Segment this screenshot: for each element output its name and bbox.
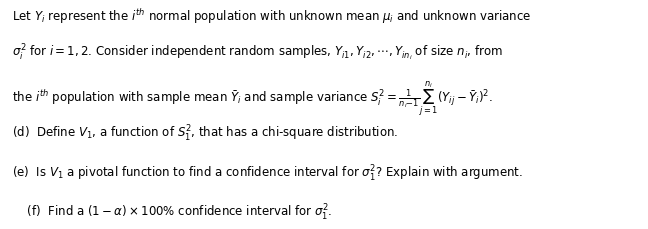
Text: the $i^{th}$ population with sample mean $\bar{Y}_i$ and sample variance $S_i^2 : the $i^{th}$ population with sample mean… xyxy=(12,79,492,118)
Text: (d)  Define $V_1$, a function of $S_1^2$, that has a chi-square distribution.: (d) Define $V_1$, a function of $S_1^2$,… xyxy=(12,124,398,144)
Text: (e)  Is $V_1$ a pivotal function to find a confidence interval for $\sigma_1^{2}: (e) Is $V_1$ a pivotal function to find … xyxy=(12,164,523,184)
Text: Let $Y_i$ represent the $i^{th}$ normal population with unknown mean $\mu_i$ and: Let $Y_i$ represent the $i^{th}$ normal … xyxy=(12,7,531,26)
Text: (f)  Find a $(1 - \alpha) \times 100\%$ confidence interval for $\sigma_1^2$.: (f) Find a $(1 - \alpha) \times 100\%$ c… xyxy=(12,203,332,223)
Text: $\sigma_i^2$ for $i = 1, 2$. Consider independent random samples, $Y_{i1}, Y_{i2: $\sigma_i^2$ for $i = 1, 2$. Consider in… xyxy=(12,42,502,63)
